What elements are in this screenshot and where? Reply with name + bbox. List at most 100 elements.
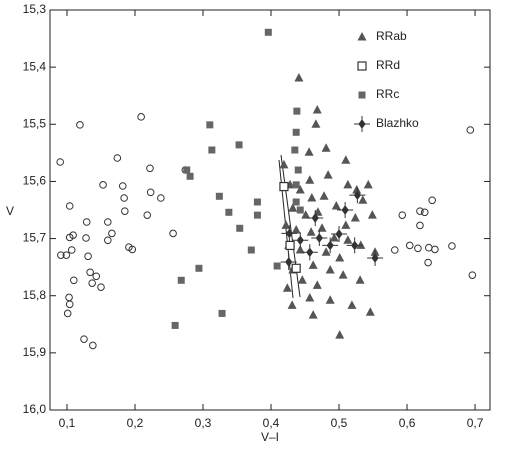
- legend-marker: [354, 116, 370, 132]
- point: [236, 224, 244, 232]
- legend-marker: [358, 91, 366, 99]
- point: [186, 172, 194, 180]
- point: [195, 264, 203, 272]
- point: [104, 236, 112, 245]
- legend-marker: [357, 32, 367, 41]
- point: [70, 276, 78, 285]
- legend-label: RRc: [376, 87, 399, 101]
- point: [292, 198, 300, 206]
- point: [67, 246, 76, 254]
- point: [65, 202, 74, 210]
- point: [448, 242, 456, 250]
- legend-marker: [357, 61, 367, 71]
- point: [347, 300, 357, 309]
- point: [84, 252, 92, 261]
- x-tick-label: 0,6: [399, 416, 416, 430]
- point: [281, 225, 298, 242]
- point: [363, 179, 373, 189]
- point: [414, 244, 422, 253]
- point: [367, 250, 384, 266]
- legend-label: Blazhko: [376, 116, 419, 130]
- point: [323, 170, 333, 179]
- point: [292, 128, 300, 136]
- point: [285, 240, 295, 251]
- point: [317, 223, 327, 232]
- point: [282, 283, 292, 292]
- point: [279, 159, 289, 169]
- point: [424, 258, 432, 267]
- point: [431, 245, 439, 254]
- point: [312, 105, 322, 114]
- point: [304, 147, 314, 156]
- point: [358, 195, 368, 204]
- point: [208, 146, 216, 154]
- point: [306, 227, 316, 236]
- point: [177, 276, 185, 284]
- y-tick-label: 15,7: [23, 231, 47, 245]
- point: [253, 211, 261, 219]
- y-axis-label: V: [6, 204, 14, 218]
- point: [325, 295, 335, 304]
- x-tick-label: 0,5: [331, 416, 348, 430]
- y-tick-label: 15,6: [23, 174, 47, 188]
- point: [63, 309, 72, 318]
- point: [311, 119, 321, 128]
- point: [287, 300, 297, 309]
- point: [321, 143, 331, 152]
- point: [356, 240, 366, 249]
- x-axis-label: V–I: [261, 430, 279, 444]
- point: [113, 154, 122, 162]
- point: [292, 232, 309, 249]
- x-tick-label: 0,2: [127, 416, 144, 430]
- point: [295, 245, 305, 254]
- point: [424, 243, 433, 252]
- point: [416, 221, 424, 230]
- point: [297, 275, 307, 284]
- point: [120, 194, 128, 202]
- point: [308, 260, 318, 269]
- point: [296, 206, 304, 214]
- point: [319, 191, 329, 200]
- point: [325, 265, 335, 274]
- point: [428, 196, 436, 205]
- point: [76, 121, 84, 129]
- point: [350, 213, 360, 222]
- point: [280, 254, 297, 270]
- point: [206, 121, 214, 129]
- point: [307, 210, 324, 226]
- point: [294, 73, 304, 82]
- point: [305, 293, 315, 302]
- point: [143, 211, 152, 219]
- point: [305, 175, 315, 184]
- point: [247, 246, 255, 254]
- point: [335, 330, 345, 339]
- plot-frame: [49, 9, 491, 411]
- point: [215, 192, 223, 200]
- point: [82, 218, 91, 226]
- point: [291, 146, 299, 154]
- point: [183, 166, 191, 174]
- point: [108, 229, 116, 238]
- y-tick-label: 15,8: [23, 288, 47, 302]
- point: [118, 182, 127, 190]
- x-tick-label: 0,1: [59, 416, 76, 430]
- point: [416, 207, 424, 215]
- point: [329, 233, 339, 242]
- point: [146, 164, 154, 173]
- point: [264, 28, 272, 36]
- point: [355, 275, 365, 284]
- x-tick-label: 0,7: [467, 416, 484, 430]
- point: [311, 230, 328, 246]
- point: [86, 268, 94, 277]
- point: [365, 307, 375, 316]
- point: [92, 272, 101, 281]
- point: [288, 203, 298, 212]
- point: [128, 245, 137, 254]
- y-tick-label: 15,9: [23, 345, 47, 359]
- y-tick-label: 16,0: [23, 402, 47, 416]
- point: [82, 234, 90, 242]
- point: [331, 201, 341, 210]
- point: [291, 263, 301, 273]
- point: [308, 310, 318, 319]
